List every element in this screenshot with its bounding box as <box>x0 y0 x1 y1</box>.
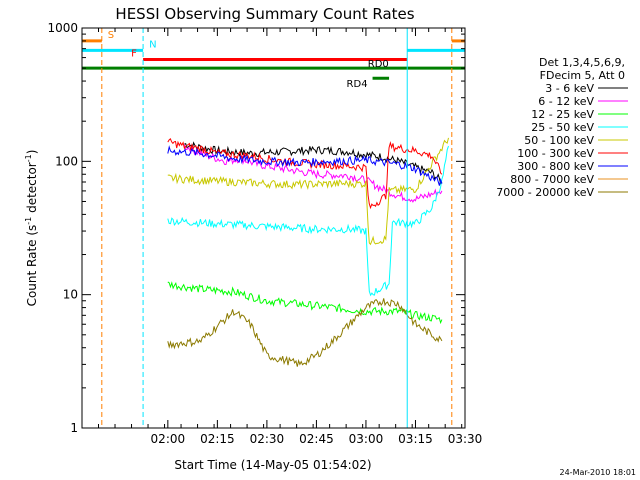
plot-frame <box>81 27 466 429</box>
axis-ticks: 02:00 02:15 02:30 02:45 03:00 03:15 03:30 1 10 10… <box>47 21 482 446</box>
legend-entry-label: 100 - 300 keV <box>517 147 594 160</box>
flag-rd0-label: RD0 <box>368 59 389 70</box>
x-tick-label: 03:30 <box>448 432 483 446</box>
flag-n-label: N <box>149 39 156 50</box>
x-tick-label: 03:00 <box>349 432 384 446</box>
series-layer <box>167 137 449 367</box>
vertical-markers <box>101 28 453 428</box>
legend-entry-label: 12 - 25 keV <box>531 108 594 121</box>
legend-entry-label: 50 - 100 keV <box>524 134 594 147</box>
y-tick-label: 100 <box>55 154 78 168</box>
x-tick-label: 02:00 <box>151 432 186 446</box>
legend-entry-label: 3 - 6 keV <box>545 82 594 95</box>
y-axis-label: Count Rate (s-1 detector-1) <box>24 150 39 307</box>
legend-entry-label: 300 - 800 keV <box>517 160 594 173</box>
y-tick-label: 1 <box>70 421 78 435</box>
timestamp: 24-Mar-2010 18:01 <box>560 468 637 477</box>
series-6-12-kev <box>183 144 443 203</box>
x-axis-label: Start Time (14-May-05 01:54:02) <box>174 458 371 472</box>
flag-s-label: S <box>108 30 114 41</box>
legend-entry-label: 25 - 50 keV <box>531 121 594 134</box>
series-300-800-kev <box>167 145 443 186</box>
flag-rd4-label: RD4 <box>347 79 368 90</box>
y-tick-label: 1000 <box>47 21 78 35</box>
x-tick-label: 02:45 <box>299 432 334 446</box>
x-tick-label: 03:15 <box>398 432 433 446</box>
chart-title: HESSI Observing Summary Count Rates <box>115 5 414 23</box>
series-7000-20000-kev <box>167 298 443 367</box>
x-tick-label: 02:15 <box>200 432 235 446</box>
legend-entry-label: 800 - 7000 keV <box>510 173 594 186</box>
series-100-300-kev <box>167 137 443 210</box>
x-tick-label: 02:30 <box>250 432 285 446</box>
series-3-6-kev <box>184 141 443 185</box>
series-50-100-kev <box>167 137 449 246</box>
series-12-25-kev <box>167 281 443 325</box>
legend-entry-label: 7000 - 20000 keV <box>496 186 594 199</box>
legend-header-line: Det 1,3,4,5,6,9, <box>539 56 625 69</box>
flag-f-label: F <box>131 49 137 60</box>
legend-entry-label: 6 - 12 keV <box>538 95 594 108</box>
legend: Det 1,3,4,5,6,9,FDecim 5, Att 03 - 6 keV… <box>496 56 628 199</box>
y-tick-label: 10 <box>63 288 78 302</box>
series-25-50-kev <box>167 145 449 297</box>
legend-header-line: FDecim 5, Att 0 <box>540 69 625 82</box>
